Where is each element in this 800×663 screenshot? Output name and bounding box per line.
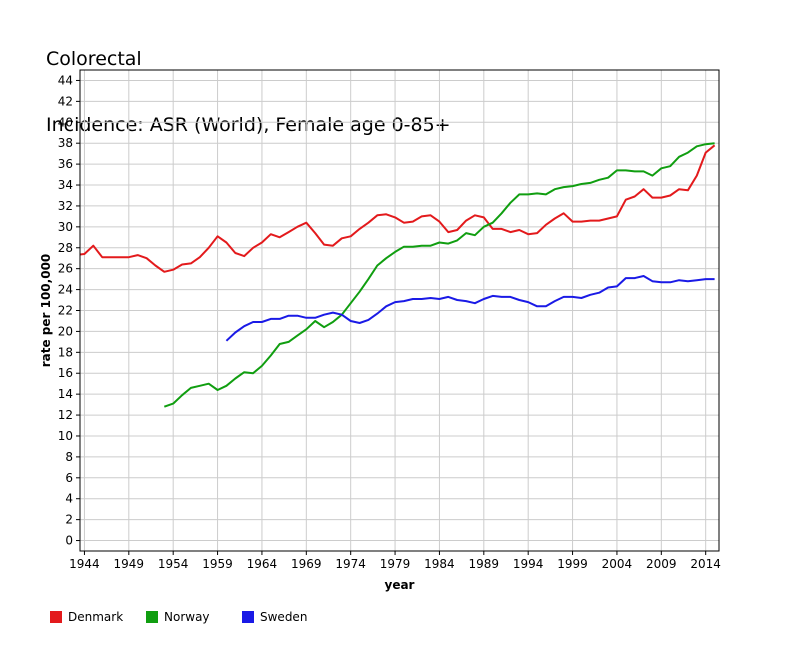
x-tick-label: 1964 (247, 557, 278, 571)
y-tick-label: 6 (65, 471, 73, 485)
x-tick-label: 1994 (513, 557, 544, 571)
y-tick-label: 28 (58, 241, 73, 255)
y-tick-label: 4 (65, 492, 73, 506)
y-axis-label: rate per 100,000 (39, 254, 53, 368)
y-tick-label: 26 (58, 262, 73, 276)
y-tick-label: 0 (65, 534, 73, 548)
series-line-norway (163, 142, 715, 408)
x-tick-label: 1974 (335, 557, 366, 571)
y-tick-label: 34 (58, 178, 73, 192)
y-tick-label: 38 (58, 136, 73, 150)
x-tick-label: 2009 (646, 557, 677, 571)
y-tick-label: 10 (58, 429, 73, 443)
x-axis: 1944 1949 1954 1959 1964 1969 1974 1979 1984 1989… (69, 551, 721, 571)
y-tick-label: 20 (58, 324, 73, 338)
x-tick-label: 2014 (690, 557, 721, 571)
x-axis-label: year (385, 578, 415, 592)
y-tick-label: 16 (58, 366, 73, 380)
legend-swatch (146, 611, 158, 623)
legend-label: Sweden (260, 610, 308, 624)
x-tick-label: 2004 (602, 557, 633, 571)
chart-title: Colorectal Incidence: ASR (World), Femal… (46, 4, 451, 158)
x-tick-label: 1999 (557, 557, 588, 571)
x-tick-label: 1989 (469, 557, 500, 571)
x-tick-label: 1944 (69, 557, 100, 571)
y-tick-label: 36 (58, 157, 73, 171)
legend-label: Denmark (68, 610, 124, 624)
y-tick-label: 12 (58, 408, 73, 422)
y-axis: 0246810121416182022242628303234363840424… (58, 73, 80, 548)
legend-item-sweden: Sweden (242, 610, 307, 624)
grid (80, 70, 719, 551)
y-tick-label: 24 (58, 283, 73, 297)
x-tick-label: 1959 (202, 557, 233, 571)
y-tick-label: 18 (58, 345, 73, 359)
series-line-denmark (80, 144, 716, 273)
x-tick-label: 1984 (424, 557, 455, 571)
legend-swatch (242, 611, 254, 623)
legend-item-norway: Norway (146, 610, 210, 624)
series-lines (80, 142, 716, 408)
legend-item-denmark: Denmark (50, 610, 123, 624)
legend-label: Norway (164, 610, 210, 624)
y-tick-label: 32 (58, 199, 73, 213)
x-tick-label: 1969 (291, 557, 322, 571)
x-tick-label: 1954 (158, 557, 189, 571)
y-tick-label: 30 (58, 220, 73, 234)
series-line-sweden (225, 275, 715, 342)
y-tick-label: 2 (65, 513, 73, 527)
y-tick-label: 44 (58, 73, 73, 87)
chart-title-line1: Colorectal (46, 48, 142, 70)
chart-title-line2: Incidence: ASR (World), Female age 0-85+ (46, 114, 451, 136)
y-tick-label: 40 (58, 115, 73, 129)
x-tick-label: 1979 (380, 557, 411, 571)
y-tick-label: 22 (58, 304, 73, 318)
y-tick-label: 8 (65, 450, 73, 464)
y-tick-label: 42 (58, 94, 73, 108)
legend-swatch (50, 611, 62, 623)
x-tick-label: 1949 (114, 557, 145, 571)
y-tick-label: 14 (58, 387, 73, 401)
